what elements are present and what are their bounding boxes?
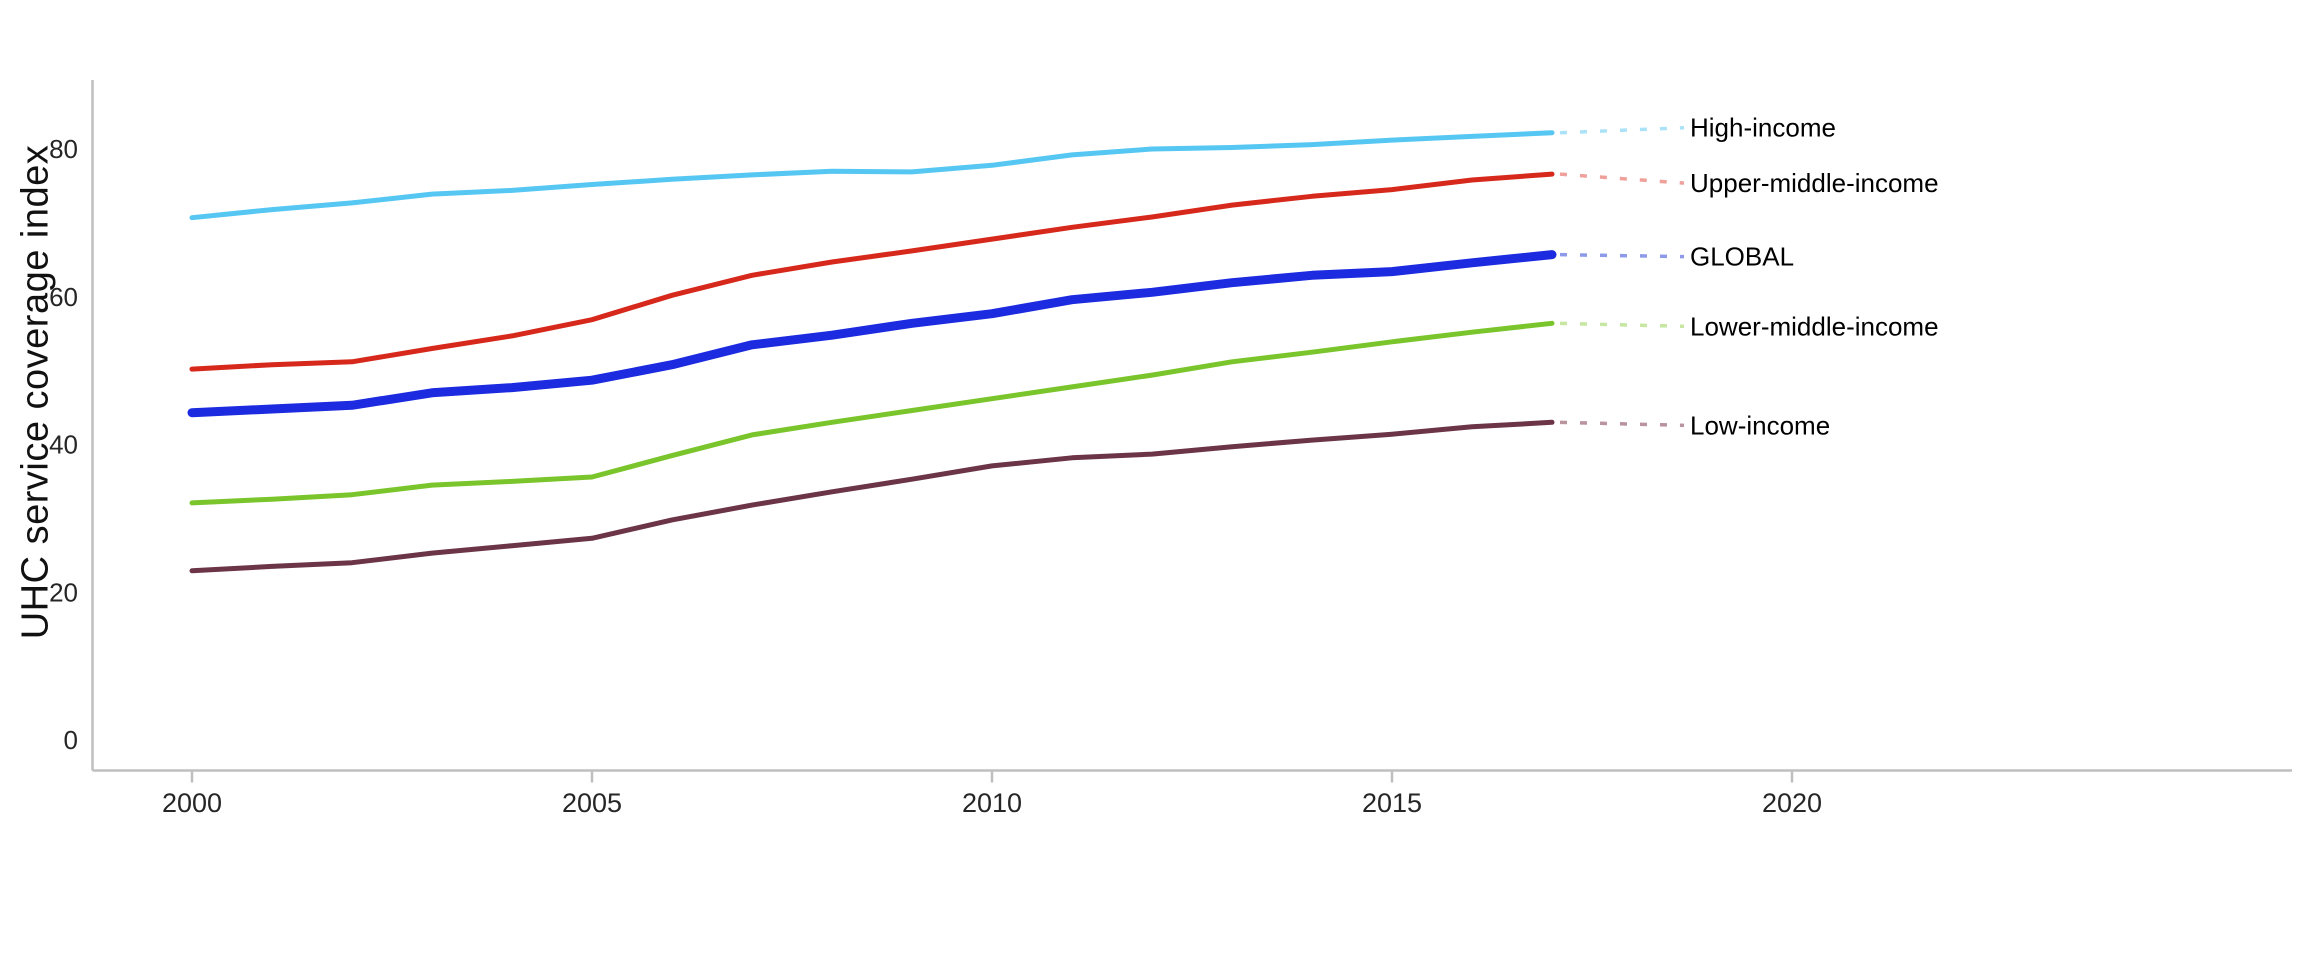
series-label-low-income: Low-income: [1690, 410, 1830, 440]
series-label-high-income: High-income: [1690, 113, 1836, 143]
x-tick-label: 2020: [1762, 788, 1822, 818]
leader-line-global: [1559, 252, 1685, 259]
series-label-upper-middle-income: Upper-middle-income: [1690, 168, 1939, 198]
leader-line-lower-middle-income: [1559, 321, 1685, 329]
leader-line-low-income: [1559, 420, 1685, 428]
series-line-low-income: [189, 419, 1555, 574]
x-tick-label: 2005: [562, 788, 622, 818]
series-line-high-income: [189, 130, 1555, 221]
y-tick-label: 40: [49, 430, 78, 460]
x-tick-label: 2015: [1362, 788, 1422, 818]
y-tick-label: 80: [49, 134, 78, 164]
y-tick-label: 20: [49, 577, 78, 607]
y-tick-label: 60: [49, 282, 78, 312]
series-label-global: GLOBAL: [1690, 242, 1794, 272]
x-tick-label: 2010: [962, 788, 1022, 818]
series-line-global: [187, 250, 1557, 418]
leader-line-high-income: [1559, 125, 1685, 135]
y-tick-label: 0: [64, 725, 78, 755]
x-tick-label: 2000: [162, 788, 222, 818]
leader-line-upper-middle-income: [1559, 172, 1685, 185]
series-line-upper-middle-income: [189, 171, 1555, 372]
series-label-lower-middle-income: Lower-middle-income: [1690, 311, 1939, 341]
series-line-lower-middle-income: [189, 320, 1555, 506]
